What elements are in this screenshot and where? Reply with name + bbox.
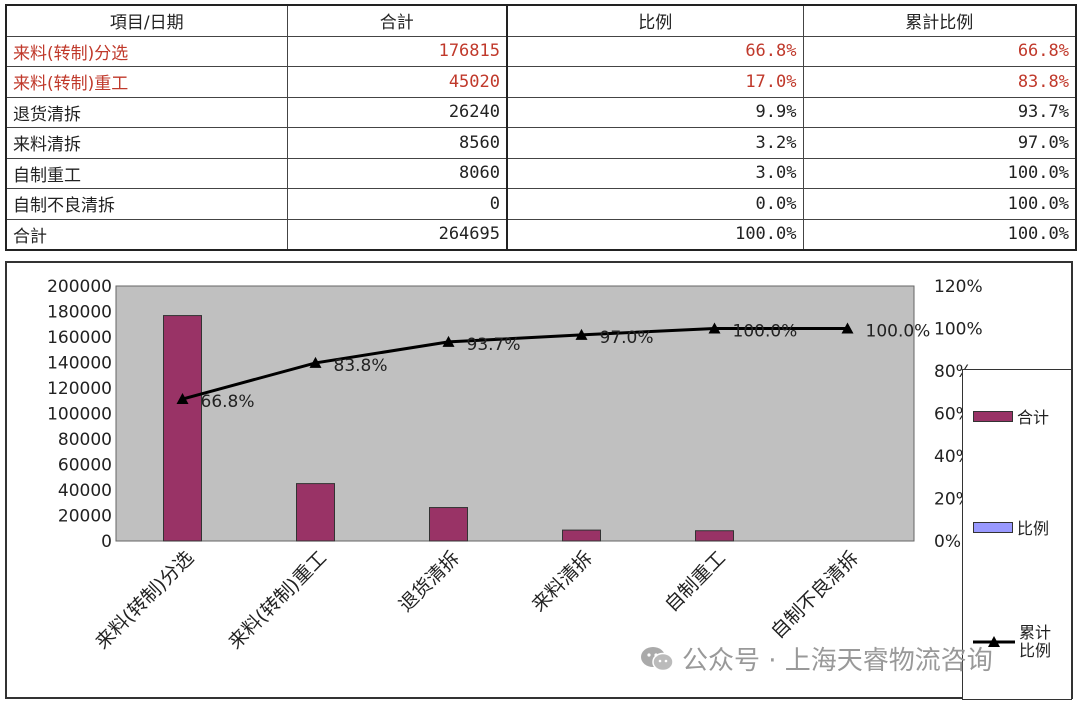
legend-label-cumulative: 累计 比例 bbox=[1019, 623, 1052, 660]
cumulative-point bbox=[309, 356, 322, 368]
y-left-tick-label: 200000 bbox=[47, 277, 112, 297]
y-left-tick-label: 20000 bbox=[58, 507, 112, 527]
cumulative-line bbox=[182, 327, 848, 401]
cumulative-point bbox=[841, 322, 854, 334]
table-row: 来料(转制)分选 176815 66.8% 66.8% bbox=[5, 35, 1077, 67]
legend-label-ratio: 比例 bbox=[1017, 519, 1050, 538]
row-cumulative: 83.8% bbox=[802, 66, 1077, 98]
bar-total bbox=[695, 530, 734, 542]
y-left-tick-label: 180000 bbox=[47, 303, 112, 323]
table-row: 来料清拆 8560 3.2% 97.0% bbox=[5, 127, 1077, 159]
table-header-row: 項目/日期 合計 比例 累計比例 bbox=[5, 4, 1077, 37]
cumulative-data-label: 66.8% bbox=[201, 392, 255, 412]
table-row: 自制重工 8060 3.0% 100.0% bbox=[5, 157, 1077, 189]
header-item: 項目/日期 bbox=[5, 4, 288, 37]
row-name: 退货清拆 bbox=[5, 96, 288, 128]
bar-total bbox=[429, 507, 468, 542]
y-right-tick-label: 100% bbox=[934, 320, 983, 340]
row-total: 45020 bbox=[286, 66, 508, 98]
row-ratio: 3.2% bbox=[506, 127, 804, 159]
legend-item-cumulative: 累计 比例 bbox=[973, 624, 1051, 660]
cumulative-data-label: 100.0% bbox=[866, 322, 931, 342]
cumulative-point bbox=[575, 328, 588, 340]
row-name: 来料(转制)分选 bbox=[5, 35, 288, 67]
table-row: 退货清拆 26240 9.9% 93.7% bbox=[5, 96, 1077, 128]
table-row: 自制不良清拆 0 0.0% 100.0% bbox=[5, 188, 1077, 220]
x-tick-label: 自制重工 bbox=[661, 547, 730, 616]
row-ratio: 100.0% bbox=[506, 218, 804, 251]
row-cumulative: 93.7% bbox=[802, 96, 1077, 128]
chart-legend: 合计 比例 累计 比例 bbox=[962, 369, 1072, 700]
cumulative-data-label: 93.7% bbox=[467, 335, 521, 355]
legend-item-ratio: 比例 bbox=[973, 515, 1049, 539]
x-tick-label: 来料(转制)分选 bbox=[91, 547, 198, 654]
row-total: 8060 bbox=[286, 157, 508, 189]
row-cumulative: 97.0% bbox=[802, 127, 1077, 159]
legend-swatch-ratio bbox=[973, 521, 1013, 533]
wechat-icon bbox=[640, 646, 674, 672]
cumulative-data-label: 83.8% bbox=[334, 356, 388, 376]
x-tick-label: 来料(转制)重工 bbox=[224, 547, 331, 654]
x-tick-label: 来料清拆 bbox=[528, 547, 597, 616]
y-right-tick-label: 120% bbox=[934, 277, 983, 297]
row-ratio: 0.0% bbox=[506, 188, 804, 220]
y-left-tick-label: 120000 bbox=[47, 379, 112, 399]
legend-label-total: 合计 bbox=[1017, 408, 1050, 427]
cumulative-data-label: 97.0% bbox=[600, 328, 654, 348]
cumulative-point bbox=[442, 335, 455, 347]
cumulative-point bbox=[708, 322, 721, 334]
y-left-tick-label: 140000 bbox=[47, 354, 112, 374]
row-total: 8560 bbox=[286, 127, 508, 159]
header-total: 合計 bbox=[286, 4, 508, 37]
legend-swatch-cumulative bbox=[973, 636, 1015, 647]
row-name: 来料(转制)重工 bbox=[5, 66, 288, 98]
cumulative-point bbox=[176, 393, 189, 405]
row-total: 26240 bbox=[286, 96, 508, 128]
x-tick-label: 退货清拆 bbox=[395, 547, 464, 616]
y-left-tick-label: 100000 bbox=[47, 405, 112, 425]
y-left-tick-label: 0 bbox=[101, 532, 112, 552]
y-left-tick-label: 160000 bbox=[47, 328, 112, 348]
bar-total bbox=[163, 315, 202, 542]
row-ratio: 9.9% bbox=[506, 96, 804, 128]
bar-total bbox=[562, 529, 601, 542]
row-cumulative: 100.0% bbox=[802, 157, 1077, 189]
bar-total bbox=[296, 483, 335, 542]
x-tick-label: 自制不良清拆 bbox=[767, 547, 863, 643]
row-total: 176815 bbox=[286, 35, 508, 67]
row-cumulative: 100.0% bbox=[802, 218, 1077, 251]
row-name: 合計 bbox=[5, 218, 288, 251]
watermark: 公众号 · 上海天睿物流咨询 bbox=[640, 640, 993, 677]
table-row: 合計 264695 100.0% 100.0% bbox=[5, 218, 1077, 251]
y-left-tick-label: 40000 bbox=[58, 481, 112, 501]
data-table: 項目/日期 合計 比例 累計比例 来料(转制)分选 176815 66.8% 66.8… bbox=[5, 4, 1077, 251]
row-total: 264695 bbox=[286, 218, 508, 251]
y-left-tick-label: 60000 bbox=[58, 456, 112, 476]
header-cumulative: 累計比例 bbox=[802, 4, 1077, 37]
row-name: 自制重工 bbox=[5, 157, 288, 189]
row-cumulative: 100.0% bbox=[802, 188, 1077, 220]
legend-item-total: 合计 bbox=[973, 404, 1049, 428]
legend-swatch-total bbox=[973, 410, 1013, 422]
y-right-tick-label: 0% bbox=[934, 532, 961, 552]
table-row: 来料(转制)重工 45020 17.0% 83.8% bbox=[5, 66, 1077, 98]
cumulative-data-label: 100.0% bbox=[733, 322, 798, 342]
row-ratio: 17.0% bbox=[506, 66, 804, 98]
watermark-text: 公众号 · 上海天睿物流咨询 bbox=[682, 646, 993, 676]
y-left-tick-label: 80000 bbox=[58, 430, 112, 450]
row-cumulative: 66.8% bbox=[802, 35, 1077, 67]
